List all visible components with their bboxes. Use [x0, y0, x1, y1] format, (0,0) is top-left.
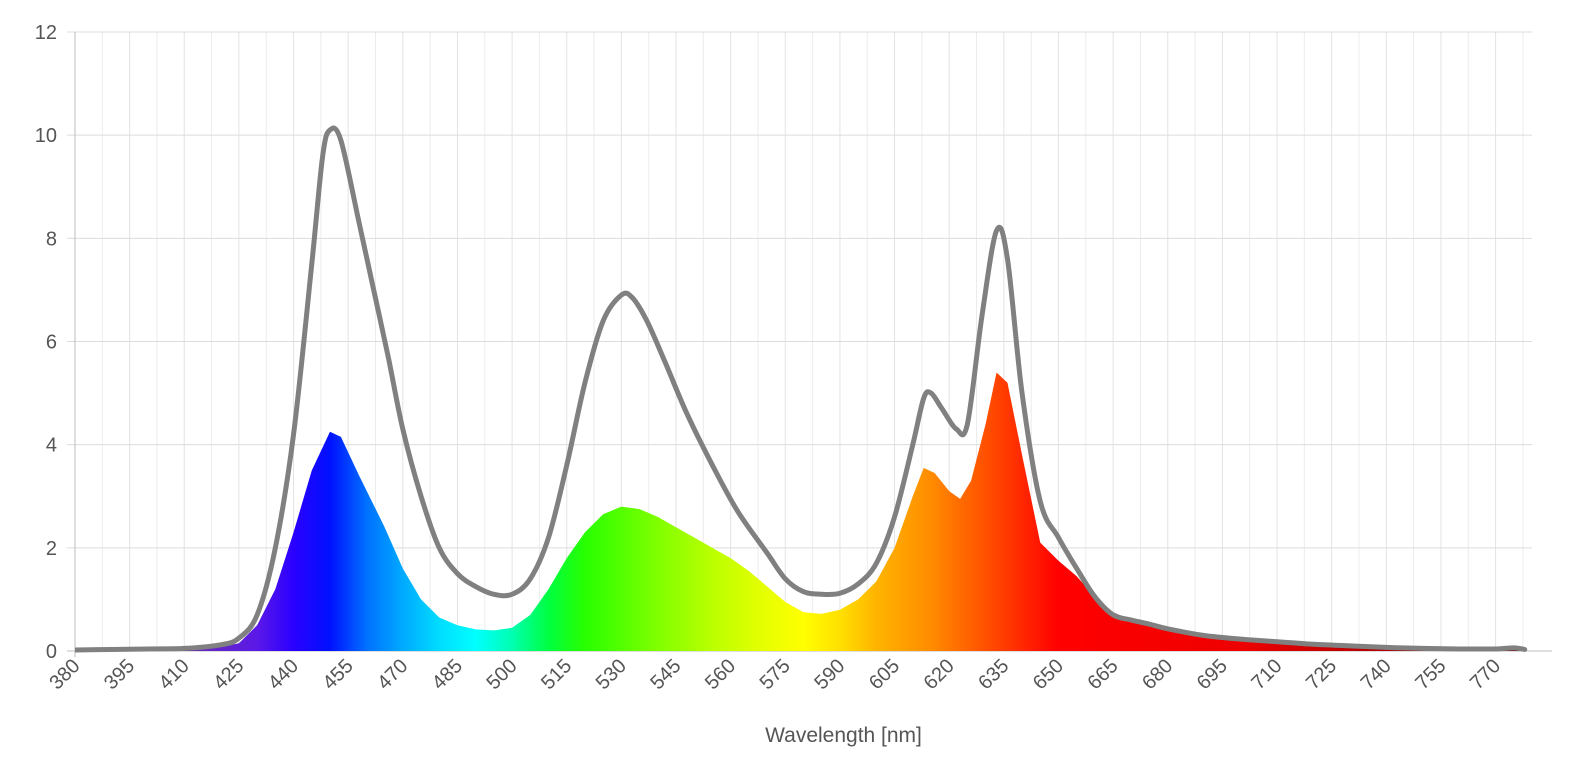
- gray-line-series: [75, 125, 1528, 653]
- x-tick-label: 710: [1247, 655, 1286, 694]
- x-tick-label: 560: [701, 655, 740, 694]
- x-axis-title: Wavelength [nm]: [765, 724, 922, 747]
- y-tick-label: 4: [46, 435, 57, 457]
- x-tick-label: 485: [428, 655, 467, 694]
- spectral-area-series: [75, 372, 1525, 651]
- x-tick-label: 395: [100, 655, 139, 694]
- x-tick-label: 620: [920, 655, 959, 694]
- x-tick-label: 455: [319, 655, 358, 694]
- y-tick-label: 6: [46, 332, 57, 354]
- x-tick-label: 680: [1138, 655, 1177, 694]
- x-tick-label: 500: [482, 655, 521, 694]
- x-tick-label: 530: [592, 655, 631, 694]
- x-tick-label: 440: [264, 655, 303, 694]
- x-tick-labels: 380 395 410 425 440 455 470 485 500 515 530 545 560 5…: [45, 655, 1505, 694]
- x-tick-label: 740: [1357, 655, 1396, 694]
- x-tick-label: 635: [974, 655, 1013, 694]
- y-tick-label: 10: [35, 125, 57, 147]
- x-tick-label: 575: [756, 655, 795, 694]
- x-tick-label: 410: [155, 655, 194, 694]
- x-tick-label: 605: [865, 655, 904, 694]
- x-tick-label: 470: [373, 655, 412, 694]
- y-tick-label: 12: [35, 22, 57, 44]
- y-tick-label: 2: [46, 538, 57, 560]
- x-tick-label: 725: [1302, 655, 1341, 694]
- x-tick-label: 545: [646, 655, 685, 694]
- x-tick-label: 755: [1411, 655, 1450, 694]
- x-tick-label: 770: [1466, 655, 1505, 694]
- x-tick-label: 650: [1029, 655, 1068, 694]
- y-tick-labels: 0 2 4 6 8 10 12: [35, 22, 57, 663]
- plot-area: [75, 125, 1528, 653]
- x-tick-label: 425: [209, 655, 248, 694]
- x-tick-label: 665: [1083, 655, 1122, 694]
- x-tick-label: 695: [1193, 655, 1232, 694]
- x-tick-label: 590: [810, 655, 849, 694]
- y-tick-label: 0: [46, 641, 57, 663]
- y-tick-label: 8: [46, 228, 57, 250]
- x-tick-label: 515: [537, 655, 576, 694]
